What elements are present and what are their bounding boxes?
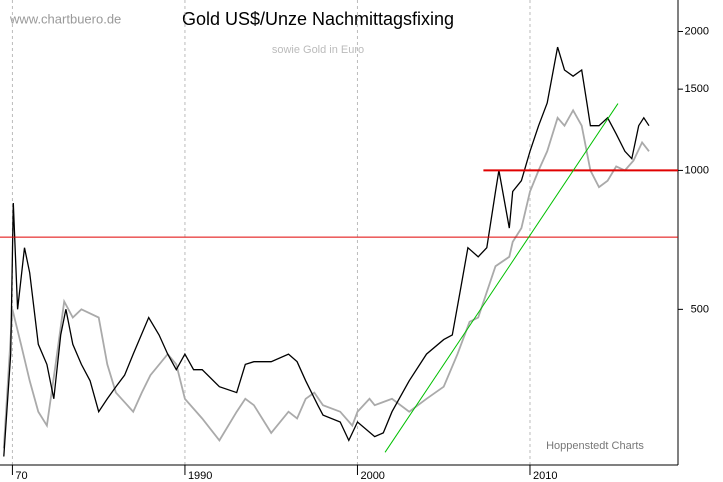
y-tick-label: 500 (691, 303, 709, 315)
series-line (2, 108, 650, 449)
y-tick-label: 1000 (685, 164, 709, 176)
y-tick-label: 1500 (685, 83, 709, 95)
y-tick-label: 2000 (685, 25, 709, 37)
watermark: www.chartbuero.de (9, 11, 121, 26)
source: Hoppenstedt Charts (546, 440, 644, 452)
x-tick-label: 70 (15, 470, 27, 482)
x-tick-label: 2010 (533, 470, 557, 482)
x-tick-label: 2000 (360, 470, 384, 482)
chart-title: Gold US$/Unze Nachmittagsfixing (182, 9, 454, 29)
series-line (3, 46, 650, 457)
trend-line (384, 103, 619, 453)
chart-subtitle: sowie Gold in Euro (272, 44, 364, 56)
x-tick-label: 1990 (188, 470, 212, 482)
